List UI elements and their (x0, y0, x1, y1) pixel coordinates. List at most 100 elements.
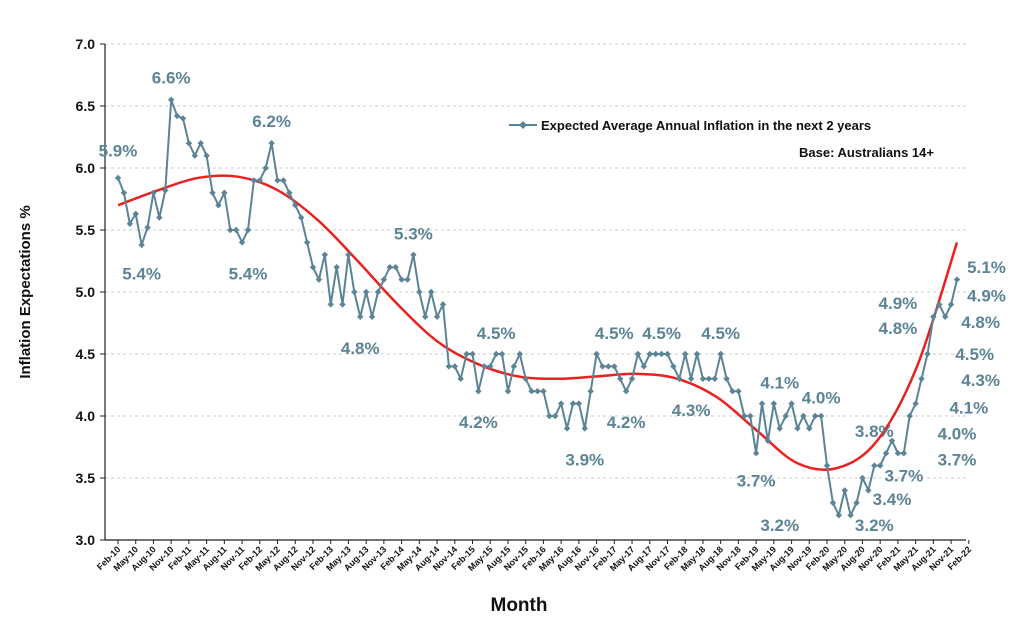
data-point (321, 251, 328, 258)
data-point (664, 350, 671, 358)
data-point (351, 288, 358, 296)
data-label: 5.9% (99, 142, 138, 161)
data-point (528, 388, 535, 395)
data-point (900, 450, 908, 457)
data-point (398, 276, 405, 283)
data-point (357, 313, 364, 320)
data-point (286, 189, 293, 196)
data-point (699, 375, 707, 382)
data-point (327, 301, 334, 308)
y-tick-label: 5.5 (76, 222, 96, 238)
data-point (522, 375, 529, 382)
data-point (173, 112, 181, 120)
data-point (617, 375, 624, 382)
data-label: 3.7% (737, 471, 776, 490)
data-point (800, 412, 807, 420)
y-tick-label: 6.5 (76, 98, 96, 114)
data-point (209, 189, 216, 196)
data-point (557, 400, 565, 407)
data-point (581, 425, 588, 432)
data-point (894, 450, 902, 457)
data-point (723, 375, 730, 382)
data-point (634, 350, 642, 358)
data-point (433, 313, 441, 320)
data-point (333, 264, 340, 271)
data-point (563, 425, 571, 432)
data-point (410, 251, 417, 258)
data-point (605, 363, 612, 370)
data-point (451, 363, 458, 370)
data-point (439, 301, 447, 308)
data-point (215, 202, 222, 209)
data-point (847, 512, 854, 519)
data-label: 5.3% (394, 225, 433, 244)
data-point (947, 301, 955, 308)
data-point (380, 276, 388, 283)
data-point (167, 96, 175, 103)
data-point (882, 450, 890, 457)
data-point (120, 189, 128, 196)
data-point (492, 350, 500, 358)
data-label: 4.8% (961, 313, 1000, 332)
data-label: 5.1% (967, 258, 1006, 277)
data-label: 4.3% (672, 401, 711, 420)
data-point (297, 214, 305, 221)
data-point (150, 189, 157, 196)
data-label: 4.8% (879, 319, 918, 338)
data-point (794, 425, 801, 432)
trend-line (117, 174, 959, 472)
data-point (404, 276, 411, 283)
data-point (841, 487, 848, 494)
y-tick-label: 3.5 (76, 470, 96, 486)
legend: Expected Average Annual Inflation in the… (509, 118, 934, 160)
data-label: 4.9% (967, 287, 1006, 306)
data-point (741, 412, 748, 420)
data-label: 6.6% (152, 68, 191, 87)
y-tick-label: 7.0 (76, 36, 96, 52)
data-point (138, 241, 145, 249)
data-label: 3.2% (855, 516, 894, 535)
data-point (936, 301, 943, 308)
data-point (729, 388, 736, 395)
data-point (232, 226, 240, 234)
data-point (587, 388, 594, 395)
data-label: 3.7% (938, 450, 977, 469)
data-point (256, 177, 264, 184)
y-tick-label: 5.0 (76, 284, 96, 300)
data-point (941, 313, 949, 320)
series (114, 96, 961, 519)
data-label: 3.9% (565, 450, 604, 469)
data-point (640, 363, 648, 370)
data-point (599, 363, 606, 370)
trend (117, 174, 959, 472)
annotations: 5.9%5.4%6.6%5.4%6.2%4.8%5.3%4.5%4.2%3.9%… (99, 68, 1006, 535)
data-point (687, 375, 695, 382)
data-point (463, 350, 470, 358)
data-label: 5.4% (229, 264, 268, 283)
data-point (368, 313, 376, 320)
data-point (126, 220, 134, 227)
data-point (422, 313, 429, 320)
data-point (593, 350, 600, 358)
data-point (835, 512, 843, 519)
data-point (865, 487, 872, 494)
x-axis-title: Month (491, 595, 548, 616)
legend-marker (519, 121, 527, 129)
data-point (274, 177, 281, 184)
data-point (770, 400, 778, 407)
data-point (546, 412, 553, 420)
data-label: 3.8% (855, 422, 894, 441)
data-point (658, 350, 665, 358)
data-point (427, 288, 435, 296)
data-point (788, 400, 795, 407)
data-point (693, 350, 701, 358)
data-label: 4.0% (938, 424, 977, 443)
data-point (362, 288, 370, 296)
data-point (227, 226, 234, 234)
data-label: 3.2% (760, 516, 799, 535)
data-point (144, 224, 151, 231)
data-point (912, 400, 919, 407)
data-point (906, 412, 913, 420)
data-point (516, 350, 523, 358)
data-label: 5.4% (122, 264, 161, 283)
